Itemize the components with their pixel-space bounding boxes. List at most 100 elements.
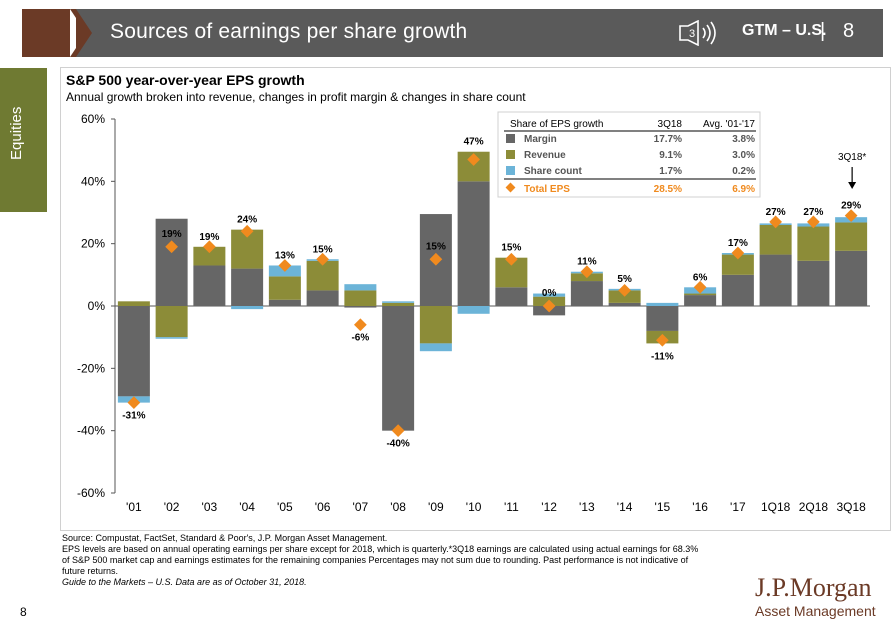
bar-margin — [759, 254, 792, 306]
legend-row-total-avg: 6.9% — [732, 184, 755, 195]
legend-row-margin-3q18: 17.7% — [654, 134, 682, 145]
bar-margin — [721, 274, 754, 306]
total-eps-label: -6% — [351, 333, 369, 344]
header-separator: | — [820, 20, 826, 42]
footer-source: Source: Compustat, FactSet, Standard & P… — [62, 533, 388, 543]
bar-revenue — [193, 246, 226, 266]
total-eps-marker — [316, 252, 329, 266]
bar-share-count — [457, 306, 490, 314]
legend-row-share-count-swatch — [506, 166, 515, 175]
legend-header-avg: Avg. '01-'17 — [703, 119, 755, 130]
bar-share-count — [155, 337, 188, 339]
bar-revenue — [117, 301, 150, 306]
bar-share-count — [231, 306, 264, 310]
x-tick-label: '07 — [353, 500, 369, 514]
x-tick-label: '03 — [202, 500, 218, 514]
legend-row-margin-avg: 3.8% — [732, 134, 755, 145]
x-tick-label: '14 — [617, 500, 633, 514]
legend-row-total-3q18: 28.5% — [654, 184, 682, 195]
bar-share-count — [382, 301, 415, 303]
legend-row-margin-name: Margin — [524, 134, 557, 145]
x-tick-label: '08 — [390, 500, 406, 514]
bar-revenue — [268, 276, 301, 300]
total-eps-label: 27% — [803, 207, 823, 218]
total-eps-label: 15% — [426, 241, 446, 252]
header-chevron — [76, 9, 92, 57]
bar-revenue — [797, 226, 830, 261]
legend-box — [497, 111, 761, 198]
bar-margin — [306, 290, 339, 306]
y-tick-label: 60% — [81, 112, 105, 126]
bar-margin — [835, 250, 868, 306]
bar-share-count — [419, 343, 452, 352]
total-eps-label: -11% — [651, 351, 674, 362]
bar-revenue — [721, 254, 754, 275]
x-tick-label: '04 — [239, 500, 255, 514]
bar-share-count — [646, 302, 679, 306]
x-tick-label: '05 — [277, 500, 293, 514]
total-eps-label: 19% — [199, 232, 219, 243]
total-eps-label: 47% — [464, 137, 484, 148]
x-tick-label: '01 — [126, 500, 142, 514]
x-tick-label: '02 — [164, 500, 180, 514]
legend-row-revenue-3q18: 9.1% — [659, 150, 682, 161]
total-eps-marker — [467, 153, 480, 166]
annotation-label: 3Q18* — [838, 152, 866, 163]
total-eps-label: 15% — [313, 244, 333, 255]
footer-note: EPS levels are based on annual operating… — [62, 544, 699, 576]
slide-title: Sources of earnings per share growth — [110, 20, 468, 43]
total-eps-label: 19% — [162, 229, 182, 240]
x-tick-label: '12 — [541, 500, 557, 514]
total-eps-marker — [429, 252, 443, 266]
annotation-arrow-head — [848, 182, 857, 189]
legend-row-total-swatch — [505, 182, 516, 193]
audio-number: 3 — [689, 28, 695, 40]
legend-row-share-count-3q18: 1.7% — [659, 166, 682, 177]
total-eps-marker — [240, 224, 254, 238]
bar-revenue — [759, 224, 792, 255]
y-tick-label: 20% — [81, 237, 105, 251]
bar-margin — [608, 302, 641, 306]
bar-margin — [495, 287, 528, 306]
bar-margin — [344, 306, 377, 308]
bar-revenue — [419, 306, 452, 344]
chart-title: S&P 500 year-over-year EPS growth — [66, 72, 305, 88]
total-eps-label: 0% — [542, 288, 557, 299]
x-tick-label: '17 — [730, 500, 746, 514]
bar-revenue — [835, 222, 868, 251]
total-eps-marker — [354, 318, 367, 332]
total-eps-marker — [203, 240, 216, 254]
total-eps-label: -40% — [386, 439, 409, 450]
total-eps-label: 15% — [501, 243, 521, 254]
total-eps-label: 11% — [577, 257, 597, 268]
x-tick-label: '11 — [504, 500, 519, 514]
x-tick-label: 1Q18 — [761, 500, 791, 514]
audio-icon[interactable]: 3 — [678, 20, 726, 46]
legend-row-share-count-avg: 0.2% — [732, 166, 755, 177]
x-tick-label: '16 — [692, 500, 708, 514]
bar-revenue — [684, 293, 717, 296]
bar-margin — [193, 265, 226, 306]
y-tick-label: 0% — [88, 299, 106, 313]
total-eps-label: 13% — [275, 250, 295, 261]
y-tick-label: 40% — [81, 174, 105, 188]
total-eps-marker — [127, 396, 141, 409]
page-number: 8 — [20, 605, 27, 619]
bar-margin — [231, 268, 264, 306]
y-tick-label: -20% — [77, 361, 105, 375]
side-tab[interactable] — [0, 68, 47, 212]
total-eps-label: 27% — [766, 207, 786, 218]
bar-margin — [570, 281, 603, 306]
legend-row-share-count-name: Share count — [524, 166, 582, 177]
total-eps-label: 17% — [728, 238, 748, 249]
chart-subtitle: Annual growth broken into revenue, chang… — [66, 90, 526, 104]
x-tick-label: '09 — [428, 500, 444, 514]
bar-share-count — [533, 293, 566, 297]
legend-header-label: Share of EPS growth — [510, 119, 603, 130]
legend-header-3q18: 3Q18 — [658, 119, 683, 130]
bar-margin — [155, 218, 188, 306]
header-page-number: 8 — [843, 20, 855, 42]
y-tick-label: -60% — [77, 486, 105, 500]
total-eps-label: 29% — [841, 201, 861, 212]
